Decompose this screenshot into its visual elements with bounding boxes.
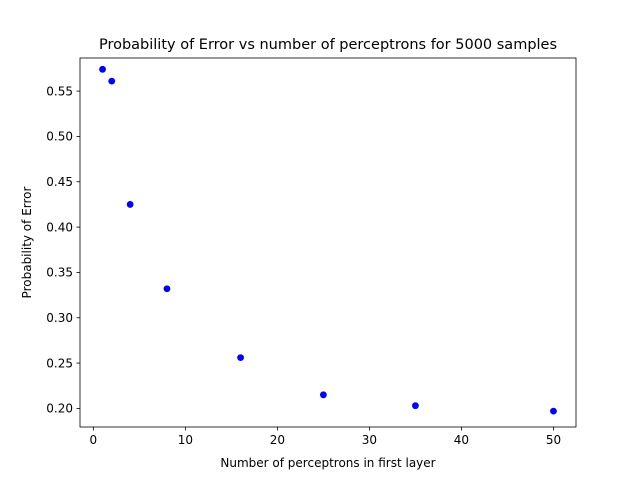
axes-frame (79, 57, 577, 428)
data-point (319, 391, 327, 399)
y-tick-label: 0.20 (46, 402, 73, 416)
data-point (412, 402, 419, 410)
x-tick-label: 0 (90, 433, 98, 447)
y-tick-label: 0.40 (46, 220, 73, 234)
y-tick-label: 0.50 (46, 130, 73, 144)
data-point (237, 354, 244, 362)
x-tick-label: 50 (546, 433, 561, 447)
y-axis-title: Probability of Error (20, 187, 34, 299)
data-point (108, 77, 116, 85)
y-tick-label: 0.55 (46, 84, 73, 98)
y-tick-label: 0.30 (46, 311, 73, 325)
data-point (126, 201, 134, 208)
data-point (99, 65, 106, 73)
x-tick-label: 10 (178, 433, 193, 447)
y-tick-label: 0.25 (46, 356, 73, 370)
y-tick-label: 0.45 (46, 175, 73, 189)
x-tick-label: 40 (454, 433, 469, 447)
y-tick-label: 0.35 (46, 266, 73, 280)
x-axis-title: Number of perceptrons in first layer (220, 456, 435, 470)
plot-area: 0 10 20 30 40 50 0.20 0.25 0.30 0.35 0.40 0.45 0.50 0… (46, 65, 561, 447)
x-tick-label: 30 (362, 433, 377, 447)
data-point (550, 407, 557, 415)
chart-title: Probability of Error vs number of percep… (99, 37, 557, 53)
data-point (163, 285, 171, 293)
x-tick-label: 20 (270, 433, 285, 447)
